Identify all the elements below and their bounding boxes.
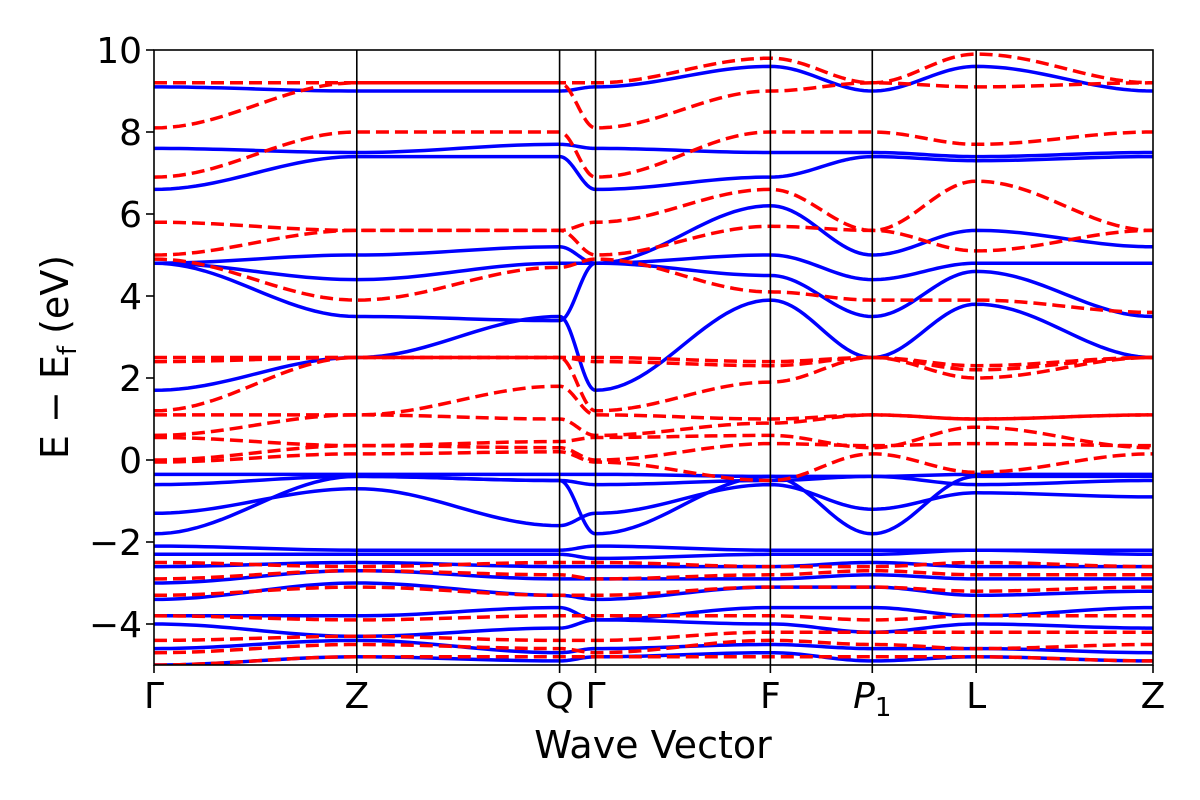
kpoint-divider-lines [355,50,977,665]
y-axis-title-main: E − E [33,355,77,459]
band-line-dashed [154,614,1153,622]
band-line-solid [154,204,1153,265]
band-line-solid [154,482,1153,528]
bands-layer [154,52,1153,665]
band-line-dashed [154,81,1153,130]
band-line-solid [154,605,1153,622]
y-tick-label: 4 [119,277,142,318]
band-line-dashed [154,655,1153,665]
band-line-solid [154,544,1153,552]
band-line-solid [154,560,1153,569]
band-line-dashed [154,568,1153,581]
band-line-dashed [154,355,1153,413]
band-line-dashed [154,560,1153,569]
band-line-solid [154,472,1153,479]
x-tick-label: Q [545,676,573,717]
x-axis-title: Wave Vector [534,723,772,767]
band-line-dashed [154,130,1153,179]
y-tick-label: 8 [119,113,142,154]
band-line-solid [154,474,1153,487]
band-line-dashed [154,441,1153,462]
band-line-solid [154,253,1153,282]
y-axis-title-unit: (eV) [33,255,77,346]
band-line-dashed [154,179,1153,233]
y-axis-title-sub: f [53,345,83,355]
band-line-dashed [154,638,1153,655]
y-tick-label: 0 [119,441,142,482]
x-tick-label: Γ [144,676,164,717]
y-tick-label: −4 [89,605,142,646]
band-line-solid [154,650,1153,665]
x-tick-label: Γ [586,676,606,717]
y-axis-title: E − Ef (eV) [33,255,83,459]
series-spin-down [154,52,1153,665]
band-line-dashed [154,413,1153,438]
x-tick-label: F [760,676,781,717]
band-line-solid [154,64,1153,93]
band-line-dashed [154,257,1153,315]
y-tick-label: 2 [119,359,142,400]
band-line-dashed [154,355,1153,368]
y-axis-ticks: −4 −2 0 2 4 6 8 10 [89,31,154,646]
band-line-dashed [154,630,1153,643]
plot-frame [153,49,1154,666]
y-tick-label: −2 [89,523,142,564]
y-tick-label: 10 [96,31,142,72]
band-line-dashed [154,425,1153,450]
band-line-dashed [154,450,1153,483]
band-line-solid [154,298,1153,393]
band-line-solid [154,154,1153,192]
y-tick-label: 6 [119,195,142,236]
band-line-dashed [154,384,1153,421]
band-line-dashed [154,52,1153,85]
x-tick-label: Z [1141,676,1166,717]
x-tick-label: P1 [853,676,891,723]
band-line-solid [154,261,1153,323]
band-line-dashed [154,585,1153,598]
x-tick-label: Z [344,676,369,717]
band-line-solid [154,142,1153,159]
x-tick-label: L [966,676,986,717]
x-axis-ticks: Γ Z Q Γ F P1 L Z [144,665,1165,723]
band-line-solid [154,618,1153,639]
band-line-solid [154,581,1153,602]
